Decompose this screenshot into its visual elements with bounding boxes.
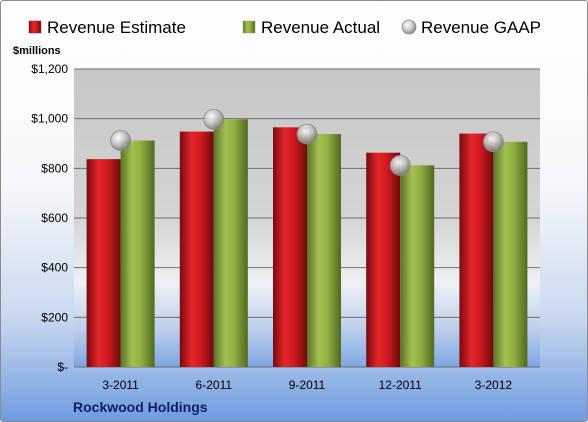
bar-revenue-actual (120, 140, 155, 367)
legend-swatch (401, 19, 417, 35)
x-tick-label: 3-2012 (475, 378, 513, 392)
y-tick-label: $600 (41, 211, 68, 225)
y-axis-ticks: $- $200 $400 $600 $800 $1,000 $1,200 (31, 62, 68, 374)
legend-entry: Revenue Actual (261, 18, 380, 37)
bar-revenue-estimate (273, 127, 307, 367)
x-tick-label: 12-2011 (379, 378, 422, 392)
legend-swatch (28, 20, 42, 34)
bar-revenue-actual (307, 134, 341, 367)
legend-swatch (242, 20, 256, 34)
marker-revenue-gaap (110, 130, 131, 151)
bar-revenue-estimate (459, 133, 494, 367)
y-tick-label: $1,000 (31, 112, 68, 126)
y-tick-label: $- (57, 360, 68, 374)
bar-revenue-estimate (86, 159, 121, 367)
bar-marks (86, 119, 528, 367)
x-tick-label: 3-2011 (102, 378, 139, 392)
bar-revenue-estimate (179, 131, 214, 367)
gaap-markers (110, 109, 504, 176)
x-tick-label: 6-2011 (196, 378, 233, 392)
bar-revenue-estimate (366, 152, 401, 367)
bar-revenue-actual (213, 119, 248, 367)
bar-revenue-actual (493, 141, 528, 367)
bar-revenue-actual (400, 165, 435, 367)
y-tick-label: $800 (41, 161, 68, 175)
marker-revenue-gaap (203, 109, 225, 130)
legend: Revenue Estimate Revenue Actual Revenue GA… (28, 18, 541, 37)
legend-entry: Revenue GAAP (421, 18, 541, 37)
y-axis-unit-label: $millions (13, 45, 61, 57)
y-tick-label: $400 (41, 261, 68, 275)
y-tick-label: $1,200 (31, 62, 68, 76)
company-name: Rockwood Holdings (73, 399, 208, 415)
marker-revenue-gaap (482, 131, 504, 153)
marker-revenue-gaap (389, 154, 411, 176)
x-axis-ticks: 3-2011 6-2011 9-2011 12-2011 3-2012 (102, 378, 512, 392)
y-tick-label: $200 (41, 310, 68, 324)
x-tick-label: 9-2011 (289, 378, 326, 392)
marker-revenue-gaap (296, 123, 318, 145)
legend-entry: Revenue Estimate (47, 18, 186, 37)
